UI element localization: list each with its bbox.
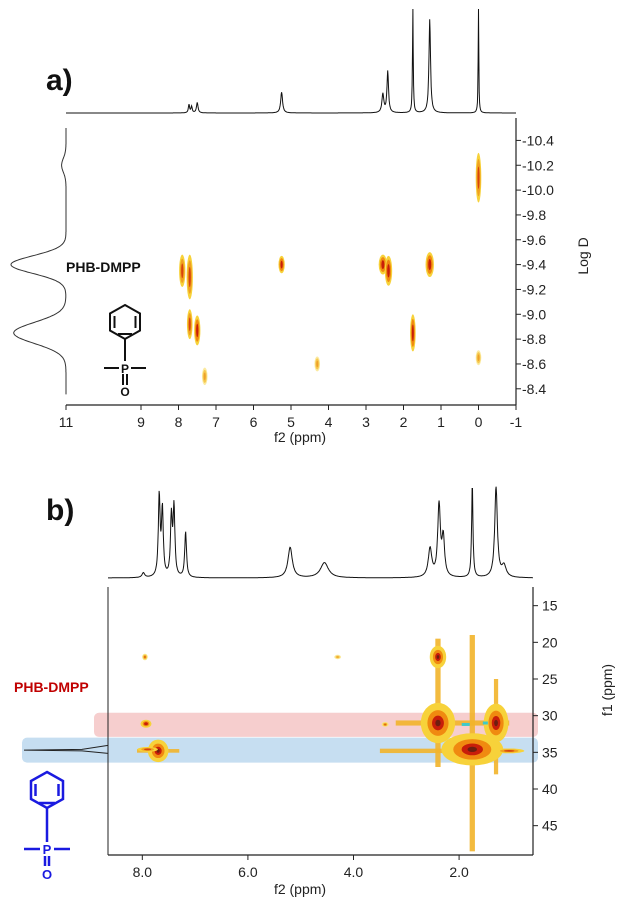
panel-a-structure-icon [104,303,146,385]
panel-a-x-ticks: 11 9 8 7 6 5 4 3 2 1 0 -1 [59,405,523,430]
panel-b-structure-icon [24,770,70,866]
panel-b-peak-1 [140,719,152,728]
panel-b-y-tick-label: 15 [542,598,558,614]
panel-a-peak-5 [278,255,285,274]
panel-a-y-tick-label: -8.4 [522,381,546,397]
panel-a-phosphorus-atom-icon: P [121,362,129,376]
panel-a-peak-1 [186,254,193,300]
panel-b-1d-trace [108,486,533,579]
panel-a-x-tick-label: 0 [475,414,483,430]
panel-a-peak-9 [410,314,416,352]
panel-a-peak-4 [201,367,208,386]
panel-a-x-tick-label: 4 [325,414,333,430]
panel-b-hsqc-plot [23,587,534,856]
panel-b-oxygen-atom-icon: O [42,867,52,882]
panel-b-y-tick-label: 20 [542,634,558,650]
panel-a-y-tick-label: -9.6 [522,232,546,248]
panel-a-compound-label: PHB-DMPP [66,259,141,275]
panel-a-peak-12 [475,350,482,366]
panel-b-compound-label: PHB-DMPP [14,679,89,695]
panel-b-x-ticks: 8.0 6.0 4.0 2.0 [133,855,469,880]
panel-a-y-tick-label: -9.0 [522,306,546,322]
panel-b-x-tick-label: 4.0 [344,864,364,880]
panel-b-phosphorus-atom-icon: P [43,842,52,857]
panel-b-peak-8 [441,733,504,766]
panel-a-projection-trace [10,128,67,395]
panel-a-y-tick-label: -10.0 [522,182,554,198]
panel-b-y-tick-label: 45 [542,818,558,834]
panel-b-peak-4 [334,654,342,660]
panel-b-x-tick-label: 6.0 [238,864,258,880]
panel-a-y-tick-label: -9.8 [522,207,546,223]
panel-a-x-tick-label: 5 [287,414,295,430]
panel-a-peak-7 [378,254,388,275]
panel-b-x-tick-label: 2.0 [449,864,469,880]
panel-b-label: b) [46,494,74,527]
panel-a-x-tick-label: 6 [250,414,258,430]
panel-a-y-ticks: -10.4 -10.2 -10.0 -9.8 -9.6 -9.4 -9.2 -9.0 -8.8 -… [516,132,554,397]
panel-a-peak-3 [194,315,201,346]
panel-a-1d-spectrum [66,8,516,114]
panel-b-y-tick-label: 30 [542,708,558,724]
panel-b-peak-3 [137,746,158,752]
panel-a-x-tick-label: 8 [175,414,183,430]
panel-a-oxygen-atom-icon: O [120,385,129,399]
panel-b-x-axis-title: f2 (ppm) [274,881,326,897]
panel-b-artefact-mark [482,721,488,725]
panel-a-x-tick-label: 2 [400,414,408,430]
panel-a-peak-6 [314,356,321,372]
panel-a-peak-8 [384,255,393,286]
panel-b-peak-10 [494,748,525,754]
panel-b-y-tick-label: 25 [542,671,558,687]
panel-a-diffusion-projection [10,128,67,395]
panel-a-peak-0 [179,254,186,287]
panel-b-peak-2 [147,739,169,763]
panel-a-x-tick-label: -1 [510,414,523,430]
panel-a-dosy-plot [66,118,517,406]
panel-a-x-tick-label: 3 [362,414,370,430]
panel-a-peak-11 [475,152,482,203]
panel-b-x-tick-label: 8.0 [133,864,153,880]
panel-b-peak-0 [142,653,148,661]
panel-a-peak-10 [425,252,434,278]
panel-a-x-tick-label: 11 [59,414,74,430]
panel-b-y-ticks: 15 20 25 30 35 40 45 [533,598,558,834]
panel-a-y-tick-label: -10.4 [522,132,554,148]
panel-b-1d-spectrum [108,486,533,579]
panel-a-y-tick-label: -9.4 [522,257,546,273]
panel-b-y-tick-label: 40 [542,781,558,797]
panel-a-x-tick-label: 9 [137,414,145,430]
panel-b-peak-5 [381,722,389,727]
panel-b-y-tick-label: 35 [542,744,558,760]
panel-a-y-tick-label: -8.8 [522,331,546,347]
panel-b-projection-trace [23,744,109,754]
panel-b-peak-6 [420,702,456,744]
panel-a-y-tick-label: -10.2 [522,157,554,173]
panel-a-1d-trace [66,8,516,114]
panel-a-y-axis-title: Log D [575,237,591,274]
panel-a-x-tick-label: 7 [212,414,220,430]
panel-a-peak-2 [186,309,193,340]
panel-a-label: a) [46,64,73,97]
panel-a-y-tick-label: -9.2 [522,281,546,297]
panel-b-artefact-mark [461,722,470,726]
panel-a-y-tick-label: -8.6 [522,356,546,372]
panel-b-y-axis-title: f1 (ppm) [599,664,615,716]
panel-a-x-tick-label: 1 [437,414,445,430]
panel-b-peak-9 [483,703,509,743]
panel-b-peak-7 [429,645,447,669]
panel-a-x-axis-title: f2 (ppm) [274,429,326,445]
